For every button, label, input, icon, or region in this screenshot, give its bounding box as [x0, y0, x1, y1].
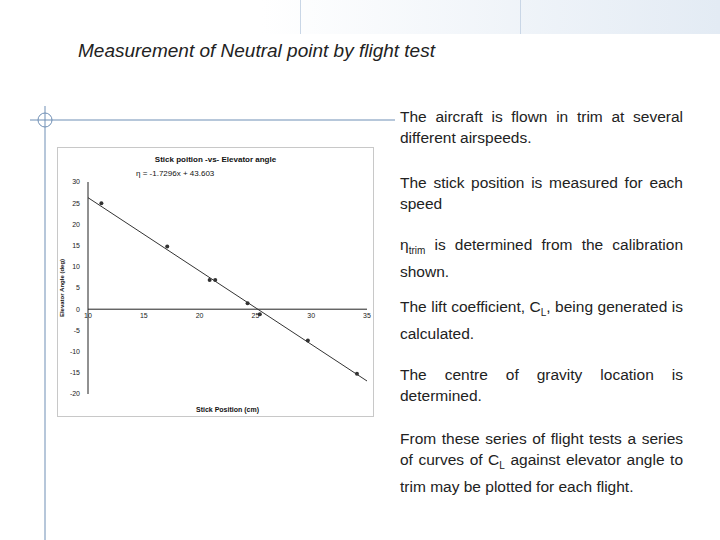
html-text:η = -1.7296x + 43.603: η = -1.7296x + 43.603 [136, 169, 215, 178]
svg-text:15: 15 [72, 242, 80, 249]
svg-text:Elevator Angle (deg): Elevator Angle (deg) [59, 259, 65, 317]
svg-text:15: 15 [140, 312, 148, 319]
svg-text:30: 30 [72, 178, 80, 185]
html-text:Measurement of Neutral point b: Measurement of Neutral point by flight t… [78, 40, 435, 61]
html-text:The aircraft is flown in trim: The aircraft is flown in trim at several… [400, 108, 683, 146]
svg-text:10: 10 [72, 263, 80, 270]
svg-text:20: 20 [196, 312, 204, 319]
html-text:The stick position is measured: The stick position is measured for each … [400, 174, 683, 212]
svg-text:25: 25 [72, 200, 80, 207]
svg-text:-15: -15 [70, 369, 80, 376]
svg-text:20: 20 [72, 221, 80, 228]
svg-text:-10: -10 [70, 348, 80, 355]
svg-text:35: 35 [363, 312, 371, 319]
html-text:The centre of gravity location: The centre of gravity location is determ… [400, 366, 683, 404]
svg-text:25: 25 [252, 312, 260, 319]
svg-text:0: 0 [76, 306, 80, 313]
svg-text:-20: -20 [70, 390, 80, 397]
svg-text:10: 10 [84, 312, 92, 319]
svg-text:30: 30 [307, 312, 315, 319]
svg-text:5: 5 [76, 284, 80, 291]
html-text:ηtrimis determined from the ca: ηtrimis determined from the calibration … [400, 236, 683, 281]
html-text:Stick poition -vs- Elevator an: Stick poition -vs- Elevator angle [154, 155, 277, 164]
html-text:The lift coefficient, CL, bein: The lift coefficient, CL, being generate… [400, 298, 683, 343]
html-text:From these series of flight te: From these series of flight tests a seri… [400, 430, 683, 496]
svg-text:-5: -5 [74, 327, 80, 334]
svg-text:Stick Position (cm): Stick Position (cm) [196, 406, 259, 414]
